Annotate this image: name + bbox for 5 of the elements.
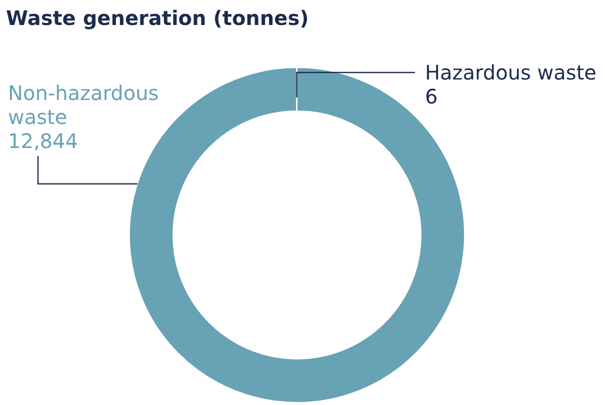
chart-title: Waste generation (tonnes): [6, 6, 309, 30]
slice-label: Non-hazardous waste: [8, 80, 159, 129]
slice-label: Hazardous waste: [425, 60, 596, 84]
data-label: 12,844: [8, 128, 78, 153]
data-label: 6: [425, 84, 438, 108]
